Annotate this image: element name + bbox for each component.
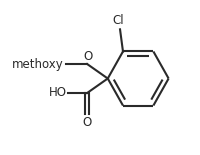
Text: Cl: Cl bbox=[112, 14, 123, 27]
Text: HO: HO bbox=[48, 86, 66, 100]
Text: O: O bbox=[82, 116, 91, 129]
Text: O: O bbox=[83, 50, 92, 63]
Text: methoxy: methoxy bbox=[12, 58, 64, 71]
